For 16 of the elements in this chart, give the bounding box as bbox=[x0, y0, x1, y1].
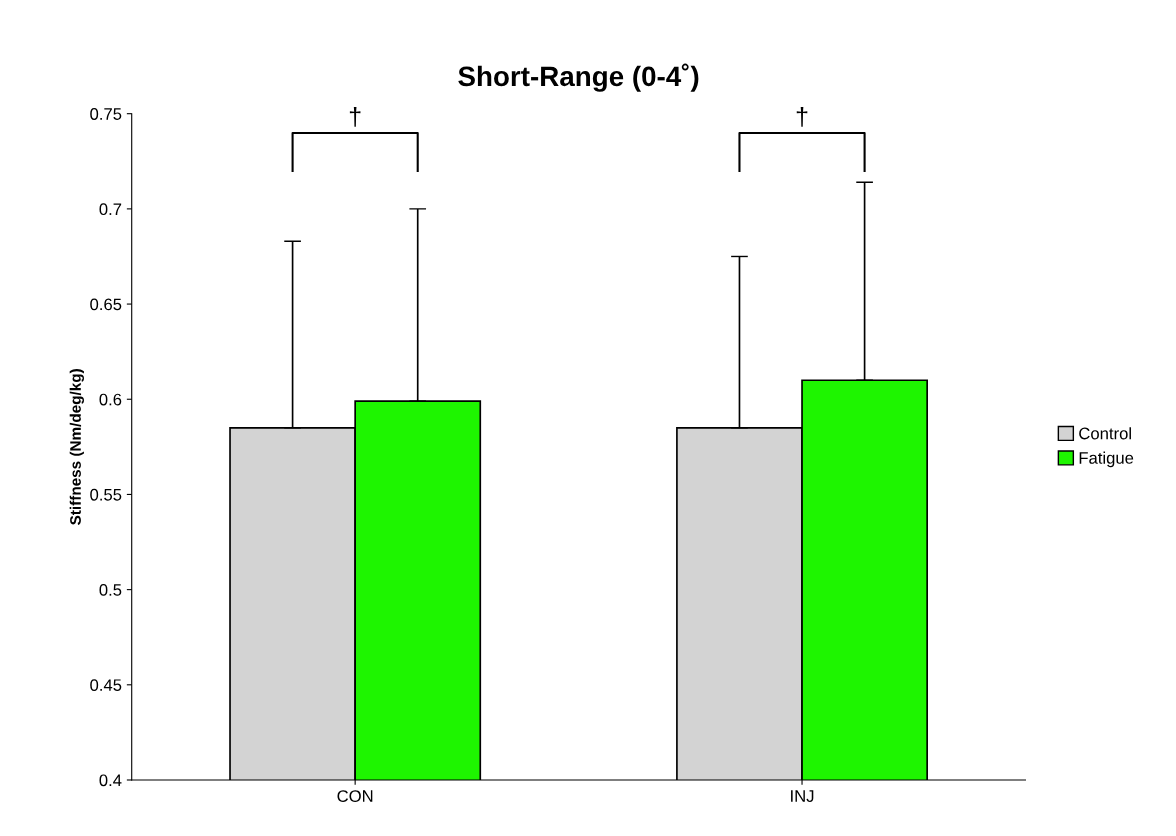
legend-label: Control bbox=[1079, 427, 1131, 440]
y-tick-label: 0.4 bbox=[99, 774, 122, 787]
y-tick-label: 0.65 bbox=[90, 298, 122, 311]
x-tick-label: CON bbox=[337, 790, 373, 802]
annotation: † bbox=[796, 107, 808, 127]
y-tick-label: 0.7 bbox=[99, 203, 122, 216]
y-tick-label: 0.6 bbox=[99, 393, 122, 406]
y-tick-label: 0.75 bbox=[90, 108, 122, 120]
y-axis-title: Stiffness (Nm/deg/kg) bbox=[69, 369, 84, 525]
legend-label: Fatigue bbox=[1079, 451, 1134, 468]
y-tick-label: 0.5 bbox=[99, 584, 122, 596]
x-tick-label: INJ bbox=[791, 790, 814, 802]
y-tick-label: 0.45 bbox=[90, 679, 122, 692]
y-tick-label: 0.55 bbox=[90, 488, 122, 501]
chart-title: Short-Range (0-4˚) bbox=[458, 63, 699, 92]
annotation: † bbox=[349, 107, 361, 127]
